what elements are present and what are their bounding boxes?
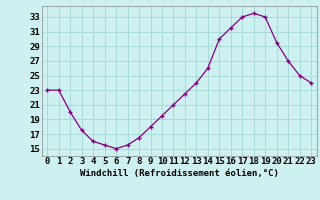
X-axis label: Windchill (Refroidissement éolien,°C): Windchill (Refroidissement éolien,°C) [80, 169, 279, 178]
